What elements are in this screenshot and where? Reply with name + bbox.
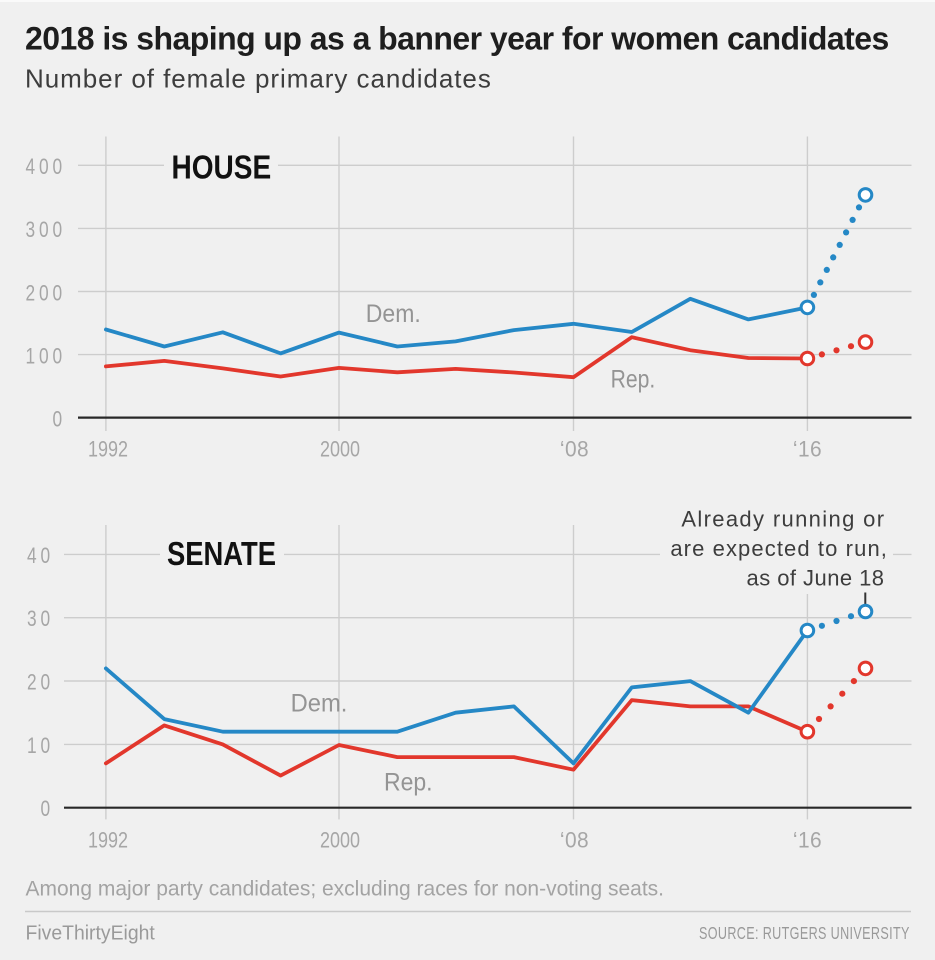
svg-text:0: 0 — [53, 407, 66, 432]
svg-text:1992: 1992 — [88, 829, 128, 853]
svg-text:Number of female primary candi: Number of female primary candidates — [25, 63, 492, 93]
svg-text:10: 10 — [27, 734, 54, 759]
svg-text:‘16: ‘16 — [793, 436, 822, 462]
svg-text:Among major party candidates;: Among major party candidates; excluding … — [26, 878, 665, 901]
svg-text:Dem.: Dem. — [366, 300, 421, 328]
svg-text:2000: 2000 — [320, 829, 360, 853]
svg-text:2000: 2000 — [320, 438, 360, 462]
svg-text:‘08: ‘08 — [560, 436, 589, 462]
svg-text:SENATE: SENATE — [167, 537, 276, 573]
svg-text:are expected to run,: are expected to run, — [670, 536, 888, 561]
svg-text:100: 100 — [26, 344, 66, 369]
svg-text:Rep.: Rep. — [384, 769, 433, 797]
svg-text:as of June 18: as of June 18 — [747, 566, 885, 591]
svg-text:200: 200 — [26, 281, 66, 306]
svg-text:FiveThirtyEight: FiveThirtyEight — [26, 922, 156, 944]
svg-text:HOUSE: HOUSE — [172, 150, 272, 187]
svg-text:40: 40 — [27, 544, 54, 569]
svg-text:SOURCE: RUTGERS UNIVERSITY: SOURCE: RUTGERS UNIVERSITY — [699, 924, 910, 944]
svg-text:Already running or: Already running or — [681, 507, 885, 532]
svg-text:30: 30 — [27, 607, 54, 632]
svg-text:‘08: ‘08 — [560, 827, 589, 853]
svg-text:20: 20 — [27, 670, 54, 695]
svg-text:2018 is shaping up as a banner: 2018 is shaping up as a banner year for … — [25, 20, 889, 56]
svg-text:‘16: ‘16 — [793, 827, 822, 853]
svg-text:Dem.: Dem. — [291, 690, 348, 718]
svg-text:Rep.: Rep. — [611, 365, 656, 393]
svg-text:1992: 1992 — [88, 438, 128, 462]
svg-text:300: 300 — [26, 218, 66, 243]
svg-text:0: 0 — [41, 797, 54, 822]
svg-text:400: 400 — [26, 155, 66, 180]
